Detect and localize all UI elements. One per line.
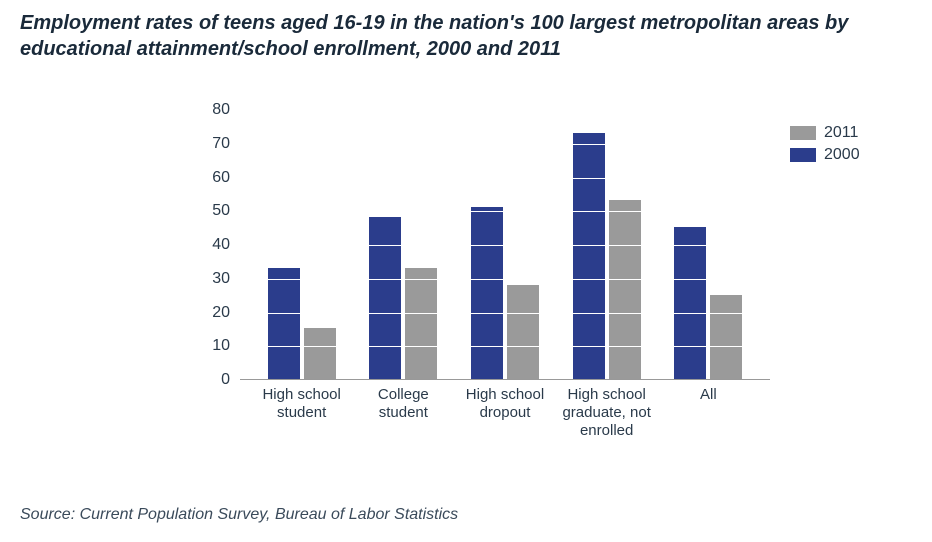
bar-2000: [268, 268, 300, 379]
bar-2011: [304, 328, 336, 379]
y-tick-label: 20: [190, 304, 230, 322]
x-tick-label: All: [658, 386, 758, 404]
legend-item: 2000: [790, 146, 860, 164]
y-tick-label: 0: [190, 371, 230, 389]
legend: 2011 2000: [790, 124, 860, 168]
gridline: [240, 279, 770, 280]
bar-2011: [710, 295, 742, 379]
chart-title: Employment rates of teens aged 16-19 in …: [20, 10, 912, 62]
gridline: [240, 144, 770, 145]
y-tick-label: 30: [190, 270, 230, 288]
chart-area: 01020304050607080 High school studentCol…: [200, 110, 770, 440]
x-tick-label: High school student: [252, 386, 352, 422]
gridline: [240, 110, 770, 111]
source-text: Source: Current Population Survey, Burea…: [20, 506, 458, 524]
y-tick-label: 60: [190, 169, 230, 187]
legend-swatch: [790, 148, 816, 162]
bar-2000: [369, 217, 401, 379]
y-tick-label: 80: [190, 101, 230, 119]
gridline: [240, 313, 770, 314]
gridline: [240, 178, 770, 179]
y-tick-label: 50: [190, 202, 230, 220]
bar-2000: [674, 227, 706, 379]
bar-2011: [507, 285, 539, 380]
x-tick-label: High school dropout: [455, 386, 555, 422]
legend-item: 2011: [790, 124, 860, 142]
legend-label: 2000: [824, 146, 860, 164]
bar-2000: [471, 207, 503, 379]
gridline: [240, 211, 770, 212]
x-tick-label: High school graduate, not enrolled: [557, 386, 657, 440]
bar-2011: [405, 268, 437, 379]
gridline: [240, 346, 770, 347]
y-tick-label: 70: [190, 135, 230, 153]
legend-label: 2011: [824, 124, 858, 142]
bar-2011: [609, 200, 641, 379]
y-tick-label: 10: [190, 337, 230, 355]
bar-2000: [573, 133, 605, 379]
plot-region: [240, 110, 770, 380]
y-tick-label: 40: [190, 236, 230, 254]
legend-swatch: [790, 126, 816, 140]
x-tick-label: College student: [353, 386, 453, 422]
gridline: [240, 245, 770, 246]
